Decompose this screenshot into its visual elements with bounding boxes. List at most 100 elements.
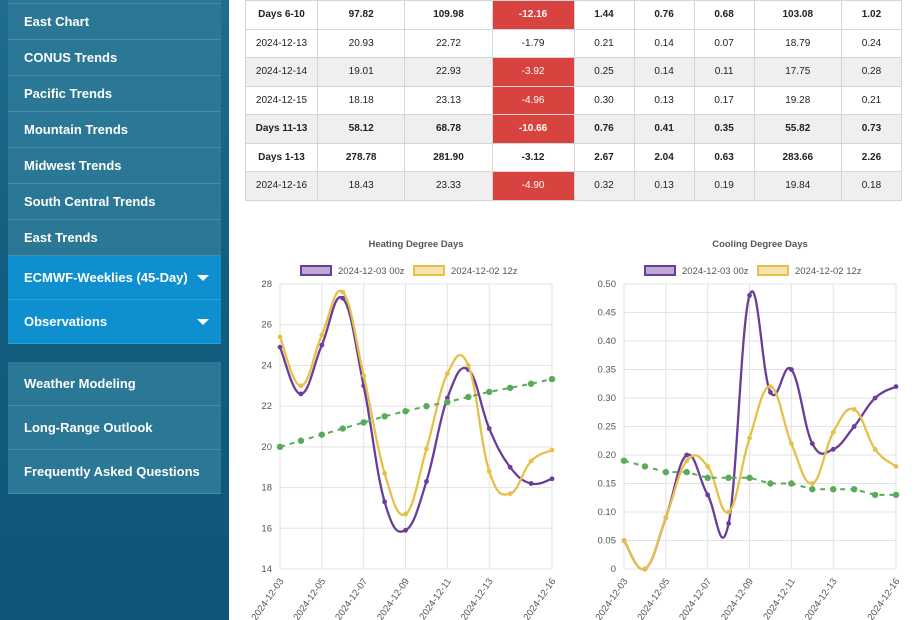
x-tick-label: 2024-12-07 bbox=[677, 576, 714, 620]
data-point bbox=[507, 464, 513, 470]
data-point bbox=[871, 491, 879, 499]
caret-down-icon bbox=[197, 274, 209, 281]
table-row-label: 2024-12-15 bbox=[245, 85, 318, 115]
table-cell: 0.24 bbox=[840, 28, 903, 58]
table-cell: 0.25 bbox=[573, 57, 635, 87]
y-tick-label: 14 bbox=[261, 564, 272, 575]
data-point bbox=[527, 380, 535, 387]
data-point bbox=[620, 457, 628, 464]
table-cell: 0.21 bbox=[573, 28, 635, 58]
table-row-label: 2024-12-13 bbox=[245, 28, 318, 58]
y-tick-label: 24 bbox=[261, 360, 272, 371]
sidebar-item-observations[interactable]: Observations bbox=[8, 300, 221, 344]
data-point bbox=[444, 398, 451, 406]
data-point bbox=[746, 474, 753, 481]
table-row-label: Days 11-13 bbox=[245, 114, 318, 144]
x-tick-label: 2024-12-07 bbox=[333, 576, 370, 620]
y-tick-label: 0.50 bbox=[598, 279, 617, 290]
table-cell: 18.79 bbox=[753, 28, 842, 58]
sidebar-item-frequently-asked-questions[interactable]: Frequently Asked Questions bbox=[8, 450, 221, 494]
table-cell: 2.04 bbox=[633, 142, 695, 172]
data-point bbox=[361, 373, 367, 379]
series-line bbox=[278, 289, 553, 516]
y-tick-label: 0.05 bbox=[598, 536, 617, 547]
sidebar-item-pacific-trends[interactable]: Pacific Trends bbox=[8, 76, 221, 112]
table-cell: 23.33 bbox=[404, 171, 493, 201]
data-point bbox=[641, 463, 649, 470]
table-cell: 55.82 bbox=[753, 114, 842, 144]
sidebar-item-long-range-outlook[interactable]: Long-Range Outlook bbox=[8, 406, 221, 450]
sidebar-item-south-central-trends[interactable]: South Central Trends bbox=[8, 184, 221, 220]
data-point bbox=[548, 375, 556, 383]
table-cell: 0.21 bbox=[840, 85, 903, 115]
table-row: Days 11-13 58.12 68.78 -10.66 0.76 0.41 0.35 55… bbox=[245, 114, 903, 144]
data-point bbox=[465, 393, 472, 401]
table-row: 2024-12-14 19.01 22.93 -3.92 0.25 0.14 0.11 17.… bbox=[245, 57, 903, 87]
table-cell: 0.07 bbox=[693, 28, 755, 58]
data-point bbox=[486, 426, 492, 431]
data-point bbox=[893, 464, 899, 469]
data-point bbox=[340, 289, 346, 295]
nav-top-edge bbox=[8, 0, 221, 4]
heating-degree-days-chart: Heating Degree Days 2024-12-03 00z 2024-12… bbox=[250, 239, 559, 620]
table-cell: 0.41 bbox=[633, 114, 695, 144]
y-tick-label: 0.45 bbox=[598, 308, 617, 319]
sidebar-item-conus-trends[interactable]: CONUS Trends bbox=[8, 40, 221, 76]
table-row: 2024-12-16 18.43 23.33 -4.90 0.32 0.13 0.19 19.… bbox=[245, 171, 903, 201]
data-point bbox=[528, 481, 534, 486]
data-point bbox=[705, 464, 711, 469]
table-cell: 97.82 bbox=[316, 0, 406, 30]
table-cell: 19.28 bbox=[753, 85, 842, 115]
table-cell: 0.19 bbox=[693, 171, 755, 201]
table-cell: 1.02 bbox=[840, 0, 903, 30]
table-row-label: 2024-12-14 bbox=[245, 57, 318, 87]
data-point bbox=[642, 566, 648, 572]
table-row-label: 2024-12-16 bbox=[245, 171, 318, 201]
x-tick-label: 2024-12-03 bbox=[594, 576, 631, 620]
table-cell: -3.92 bbox=[491, 57, 575, 87]
data-point bbox=[339, 425, 346, 432]
data-point bbox=[444, 371, 450, 376]
sidebar-item-east-trends[interactable]: East Trends bbox=[8, 220, 221, 256]
y-tick-label: 26 bbox=[261, 320, 272, 331]
table-cell: 20.93 bbox=[316, 28, 406, 58]
data-point bbox=[486, 468, 492, 474]
table-cell: 0.63 bbox=[693, 142, 755, 172]
data-point bbox=[486, 388, 493, 396]
table-cell: 0.17 bbox=[693, 85, 755, 115]
x-tick-label: 2024-12-11 bbox=[761, 576, 797, 620]
table-cell: 0.14 bbox=[633, 28, 695, 58]
y-tick-label: 0 bbox=[611, 564, 616, 575]
sidebar-item-ecmwf-weeklies-45-day-[interactable]: ECMWF-Weeklies (45-Day) bbox=[8, 256, 221, 300]
data-point bbox=[318, 431, 326, 438]
data-point bbox=[340, 295, 346, 301]
table-cell: 283.66 bbox=[753, 142, 842, 172]
table-cell: -1.79 bbox=[491, 28, 575, 58]
table-cell: 0.13 bbox=[633, 85, 695, 115]
table-cell: 1.44 bbox=[573, 0, 635, 30]
sidebar-item-weather-modeling[interactable]: Weather Modeling bbox=[8, 362, 221, 406]
data-point bbox=[851, 424, 857, 429]
table-cell: 22.93 bbox=[404, 57, 493, 87]
legend-label: 2024-12-02 12z bbox=[795, 266, 862, 277]
table-cell: 22.72 bbox=[404, 28, 493, 58]
data-point bbox=[851, 407, 857, 412]
data-point bbox=[809, 441, 815, 446]
data-point bbox=[684, 458, 690, 464]
table-row: Days 1-13 278.78 281.90 -3.12 2.67 2.04 0.63 28… bbox=[245, 142, 903, 172]
table-cell: 18.43 bbox=[316, 171, 406, 201]
table-cell: 0.30 bbox=[573, 85, 635, 115]
table-cell: 0.32 bbox=[573, 171, 635, 201]
data-point bbox=[768, 384, 773, 389]
sidebar-item-east-chart[interactable]: East Chart bbox=[8, 4, 221, 40]
legend-swatch bbox=[413, 265, 445, 276]
data-point bbox=[788, 367, 794, 372]
caret-down-icon bbox=[197, 318, 209, 325]
data-point bbox=[465, 363, 471, 368]
sidebar-item-mountain-trends[interactable]: Mountain Trends bbox=[8, 112, 221, 148]
x-tick-label: 2024-12-05 bbox=[291, 576, 328, 620]
data-point bbox=[507, 491, 513, 497]
data-point bbox=[683, 468, 690, 476]
data-point bbox=[663, 515, 669, 521]
sidebar-item-midwest-trends[interactable]: Midwest Trends bbox=[8, 148, 221, 184]
